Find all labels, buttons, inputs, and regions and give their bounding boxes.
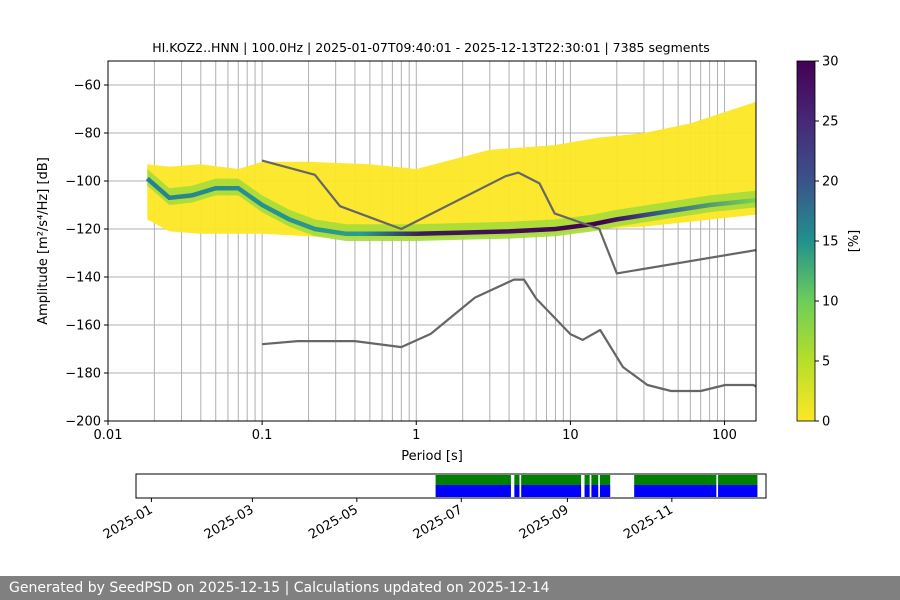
colorbar-tick-label: 30 <box>822 55 839 70</box>
timeline-available-bar <box>591 475 599 485</box>
x-tick-label: 0.01 <box>94 428 123 443</box>
y-tick-label: −180 <box>65 367 101 382</box>
timeline-available-bar <box>435 475 511 485</box>
timeline-tick-label: 2025-03 <box>202 502 257 542</box>
colorbar-label: [%] <box>847 230 862 253</box>
colorbar-tick-label: 25 <box>822 115 839 130</box>
density-ridge <box>145 176 756 237</box>
colorbar-tick-label: 5 <box>822 355 830 370</box>
x-axis-ticks: 0.01 0.1 1 10 100 <box>94 421 737 443</box>
noise-models <box>261 159 756 393</box>
timeline-ticks: 2025-01 2025-03 2025-05 2025-07 2025-09 2025-… <box>101 498 676 543</box>
timeline-tick-label: 2025-07 <box>411 502 466 542</box>
timeline-used-bar <box>521 485 582 497</box>
timeline-available-bar <box>514 475 520 485</box>
timeline-available-bar <box>521 475 582 485</box>
timeline-used-bar <box>718 485 758 497</box>
plot-frame <box>107 60 757 422</box>
y-axis-ticks: −60 −80 −100 −120 −140 −160 −180 −200 <box>65 79 108 430</box>
colorbar <box>796 60 816 422</box>
grid <box>108 61 756 421</box>
timeline-available-bar <box>634 475 717 485</box>
colorbar-ticks: 0 5 10 15 20 25 30 <box>815 55 839 430</box>
x-tick-label: 1 <box>412 428 420 443</box>
chart-title: HI.KOZ2..HNN | 100.0Hz | 2025-01-07T09:4… <box>152 40 710 55</box>
timeline-used-bar <box>634 485 717 497</box>
timeline-bars <box>435 475 758 497</box>
colorbar-tick-label: 10 <box>822 295 839 310</box>
colorbar-tick-label: 15 <box>822 235 839 250</box>
timeline-used-bar <box>435 485 511 497</box>
x-axis-label: Period [s] <box>401 449 463 464</box>
y-tick-label: −160 <box>65 319 101 334</box>
timeline-tick-label: 2025-09 <box>517 502 572 542</box>
y-tick-label: −60 <box>74 79 101 94</box>
timeline-tick-label: 2025-05 <box>306 502 361 542</box>
timeline-available-bar <box>599 475 611 485</box>
timeline-used-bar <box>591 485 599 497</box>
timeline-tick-label: 2025-11 <box>621 502 676 542</box>
y-tick-label: −200 <box>65 415 101 430</box>
nlnm-line <box>262 278 756 393</box>
y-axis-label: Amplitude [m²/s⁴/Hz] [dB] <box>36 157 51 325</box>
y-tick-label: −140 <box>65 271 101 286</box>
x-tick-label: 10 <box>562 428 579 443</box>
timeline-available-bar <box>718 475 758 485</box>
timeline-tick-label: 2025-01 <box>101 502 156 542</box>
footer-text: Generated by SeedPSD on 2025-12-15 | Cal… <box>9 580 550 596</box>
y-tick-label: −80 <box>74 127 101 142</box>
x-tick-label: 100 <box>712 428 737 443</box>
y-tick-label: −120 <box>65 223 101 238</box>
timeline-used-bar <box>514 485 520 497</box>
colorbar-tick-label: 20 <box>822 175 839 190</box>
nhnm-line <box>261 159 756 275</box>
timeline-used-bar <box>599 485 611 497</box>
y-tick-label: −100 <box>65 175 101 190</box>
density-spread <box>147 101 756 239</box>
timeline-used-bar <box>584 485 590 497</box>
footer: Generated by SeedPSD on 2025-12-15 | Cal… <box>0 576 900 600</box>
timeline-available-bar <box>584 475 590 485</box>
colorbar-tick-label: 0 <box>822 415 830 430</box>
x-tick-label: 0.1 <box>252 428 273 443</box>
